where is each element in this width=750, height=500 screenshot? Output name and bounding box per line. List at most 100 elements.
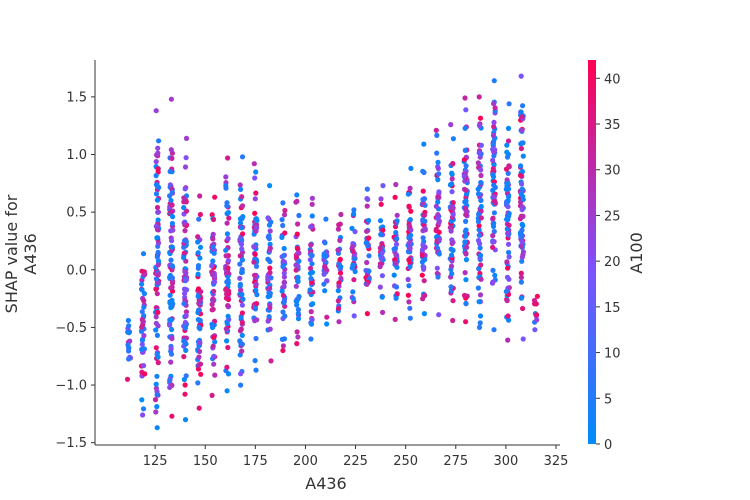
- scatter-point: [519, 221, 525, 227]
- scatter-point: [254, 317, 260, 323]
- scatter-point: [281, 279, 287, 285]
- scatter-point: [448, 284, 454, 290]
- scatter-point: [476, 94, 482, 100]
- scatter-point: [125, 317, 131, 324]
- scatter-point: [266, 290, 272, 296]
- scatter-point: [210, 272, 216, 278]
- scatter-point: [197, 193, 203, 199]
- scatter-point: [366, 253, 372, 259]
- scatter-point: [475, 186, 481, 192]
- scatter-point: [406, 299, 412, 305]
- scatter-point: [155, 217, 161, 223]
- scatter-point: [506, 249, 512, 256]
- scatter-point: [239, 154, 246, 160]
- scatter-point: [181, 220, 187, 226]
- scatter-point: [182, 325, 188, 331]
- scatter-point: [267, 183, 273, 189]
- scatter-point: [335, 247, 341, 253]
- scatter-point: [490, 215, 496, 221]
- scatter-point: [463, 319, 469, 325]
- scatter-point: [463, 218, 469, 224]
- scatter-point: [183, 309, 189, 315]
- scatter-point: [517, 172, 524, 179]
- scatter-point: [393, 229, 399, 236]
- scatter-point: [490, 166, 496, 172]
- scatter-point: [252, 272, 258, 278]
- y-tick-label: −0.5: [55, 321, 87, 336]
- scatter-point: [253, 190, 259, 196]
- scatter-point: [139, 397, 145, 403]
- x-tick-label: 325: [544, 454, 569, 469]
- scatter-point: [520, 249, 527, 255]
- scatter-point: [337, 256, 343, 262]
- scatter-point: [195, 263, 202, 269]
- scatter-point: [181, 199, 187, 205]
- scatter-point: [407, 315, 413, 321]
- scatter-point: [490, 174, 497, 180]
- scatter-point: [463, 227, 469, 233]
- scatter-point: [293, 283, 299, 289]
- scatter-point: [394, 291, 400, 297]
- scatter-point: [239, 225, 245, 231]
- scatter-point: [279, 234, 285, 240]
- scatter-point: [139, 281, 145, 287]
- scatter-point: [364, 259, 370, 266]
- scatter-point: [323, 216, 329, 222]
- scatter-point: [435, 245, 441, 251]
- scatter-point: [168, 96, 174, 102]
- scatter-point: [167, 384, 173, 390]
- scatter-point: [406, 257, 412, 263]
- scatter-point: [253, 287, 259, 293]
- scatter-point: [239, 203, 246, 209]
- scatter-point: [449, 171, 455, 177]
- scatter-point: [491, 327, 497, 333]
- scatter-point: [462, 147, 468, 153]
- scatter-point: [239, 332, 245, 338]
- scatter-point: [225, 155, 231, 161]
- scatter-point: [391, 246, 397, 252]
- scatter-point: [253, 216, 259, 222]
- scatter-point: [280, 309, 286, 315]
- scatter-point: [237, 275, 243, 281]
- scatter-point: [463, 257, 469, 263]
- scatter-point: [462, 125, 468, 131]
- scatter-point: [167, 292, 173, 298]
- scatter-point: [433, 203, 439, 209]
- scatter-point: [154, 373, 160, 379]
- scatter-point: [196, 216, 202, 222]
- scatter-point: [533, 301, 539, 307]
- scatter-point: [196, 348, 203, 355]
- scatter-point: [126, 356, 132, 362]
- scatter-point: [505, 170, 511, 176]
- scatter-point: [379, 250, 385, 256]
- scatter-point: [153, 320, 159, 326]
- scatter-point: [168, 147, 174, 153]
- scatter-point: [266, 234, 272, 240]
- scatter-point: [505, 241, 512, 247]
- scatter-point: [308, 321, 315, 327]
- scatter-point: [393, 181, 399, 188]
- scatter-point: [505, 216, 511, 222]
- scatter-point: [212, 279, 218, 285]
- scatter-point: [139, 268, 145, 274]
- scatter-point: [324, 321, 330, 327]
- scatter-point: [324, 278, 330, 284]
- scatter-point: [490, 279, 496, 285]
- scatter-point: [380, 183, 386, 189]
- scatter-point: [450, 211, 456, 218]
- scatter-point: [197, 340, 203, 346]
- scatter-point: [420, 235, 426, 241]
- scatter-point: [155, 262, 161, 268]
- scatter-point: [210, 343, 216, 349]
- scatter-point: [183, 135, 190, 141]
- scatter-point: [503, 186, 509, 192]
- x-tick-label: 150: [193, 454, 218, 469]
- scatter-point: [265, 277, 271, 283]
- scatter-point: [450, 298, 456, 304]
- scatter-point: [139, 324, 145, 330]
- scatter-point: [506, 317, 512, 323]
- scatter-point: [210, 216, 217, 223]
- scatter-point: [281, 212, 288, 218]
- scatter-point: [267, 305, 273, 311]
- scatter-point: [350, 262, 356, 268]
